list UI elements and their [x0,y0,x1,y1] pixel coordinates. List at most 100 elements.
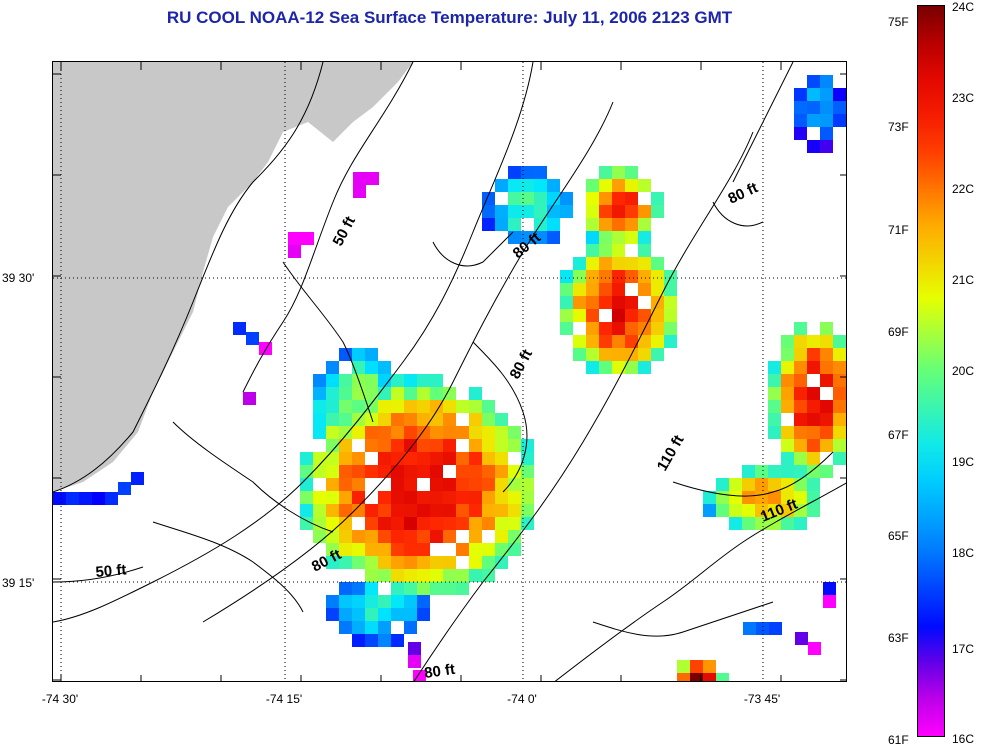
sst-pixel [469,400,482,413]
sst-pixel [560,283,573,296]
sst-pixel [833,335,846,348]
sst-pixel [756,622,769,635]
sst-pixel [823,582,836,595]
sst-pixel [690,673,703,681]
sst-pixel [820,101,833,114]
sst-pixel [508,543,521,556]
sst-pixel [404,504,417,517]
sst-pixel [508,439,521,452]
sst-pixel [339,478,352,491]
sst-pixel [547,179,560,192]
sst-pixel [547,231,560,244]
sst-pixel [339,413,352,426]
sst-pixel [599,361,612,374]
sst-pixel [820,439,833,452]
sst-pixel-layer [53,75,847,681]
sst-pixel [547,205,560,218]
sst-pixel [118,482,131,495]
sst-pixel [586,348,599,361]
sst-pixel [404,569,417,582]
sst-pixel [833,348,846,361]
sst-pixel [443,452,456,465]
sst-pixel [352,634,365,647]
sst-pixel [430,582,443,595]
sst-pixel [807,361,820,374]
sst-pixel [807,465,820,478]
sst-pixel [534,179,547,192]
sst-pixel [391,634,404,647]
sst-pixel [339,504,352,517]
sst-pixel [716,478,729,491]
sst-pixel [560,296,573,309]
sst-pixel [365,543,378,556]
sst-pixel [508,218,521,231]
sst-pixel [625,192,638,205]
sst-pixel [599,166,612,179]
sst-pixel [651,192,664,205]
sst-pixel [469,569,482,582]
sst-pixel [781,439,794,452]
sst-pixel [456,582,469,595]
sst-pixel [456,465,469,478]
sst-pixel [378,634,391,647]
sst-pixel [469,426,482,439]
sst-pixel [755,517,768,530]
sst-pixel [365,582,378,595]
sst-pixel [482,400,495,413]
sst-pixel [352,348,365,361]
sst-pixel [599,335,612,348]
sst-pixel [430,504,443,517]
sst-pixel [521,166,534,179]
sst-pixel [365,465,378,478]
sst-pixel [508,192,521,205]
sst-pixel [469,387,482,400]
sst-pixel [664,283,677,296]
sst-pixel [495,179,508,192]
sst-pixel [391,413,404,426]
sst-pixel [768,517,781,530]
sst-pixel [794,491,807,504]
sst-pixel [404,608,417,621]
sst-pixel [807,452,820,465]
sst-pixel [300,491,313,504]
sst-pixel [586,231,599,244]
sst-pixel [768,387,781,400]
colorbar-c-label: 18C [952,546,975,560]
sst-pixel [625,322,638,335]
sst-pixel [612,218,625,231]
sst-pixel [846,361,847,374]
sst-pixel [534,231,547,244]
sst-pixel [391,582,404,595]
sst-pixel [243,392,256,405]
sst-pixel [339,543,352,556]
sst-pixel [742,478,755,491]
sst-pixel [404,426,417,439]
sst-pixel [508,465,521,478]
sst-pixel [638,231,651,244]
sst-pixel [482,439,495,452]
sst-pixel [301,232,314,245]
sst-pixel [391,374,404,387]
sst-pixel [378,517,391,530]
sst-pixel [508,530,521,543]
sst-pixel [365,426,378,439]
sst-pixel [495,205,508,218]
sst-pixel [508,426,521,439]
sst-pixel [352,608,365,621]
sst-pixel [365,439,378,452]
sst-pixel [508,166,521,179]
sst-pixel [625,361,638,374]
y-tick-label: 39 30' [2,271,35,285]
sst-pixel [391,439,404,452]
sst-pixel [820,400,833,413]
sst-pixel [586,309,599,322]
sst-pixel [430,387,443,400]
sst-pixel [742,517,755,530]
sst-pixel [586,205,599,218]
depth-label: 80 ft [726,179,761,207]
sst-pixel [404,595,417,608]
sst-pixel [612,335,625,348]
sst-pixel [391,595,404,608]
sst-pixel [352,504,365,517]
sst-pixel [612,257,625,270]
